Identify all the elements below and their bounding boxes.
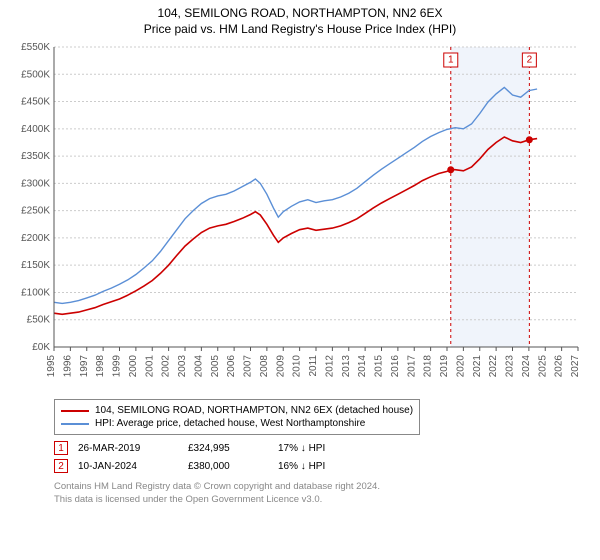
footnote-line-2: This data is licensed under the Open Gov… xyxy=(54,494,590,506)
svg-text:2016: 2016 xyxy=(390,355,401,378)
legend-row: HPI: Average price, detached house, West… xyxy=(61,417,413,430)
svg-text:2: 2 xyxy=(527,55,533,66)
svg-text:2022: 2022 xyxy=(488,355,499,378)
svg-text:2004: 2004 xyxy=(193,355,204,378)
svg-text:1997: 1997 xyxy=(79,355,90,378)
svg-text:£350K: £350K xyxy=(21,151,50,162)
transaction-price: £324,995 xyxy=(188,439,278,457)
chart-plot: £0K £50K £100K £150K £200K £250K £300K £350K £40… xyxy=(10,43,590,393)
svg-text:2001: 2001 xyxy=(144,355,155,378)
svg-text:2026: 2026 xyxy=(554,355,565,378)
svg-text:£300K: £300K xyxy=(21,179,50,190)
svg-text:2007: 2007 xyxy=(243,355,254,378)
svg-text:2014: 2014 xyxy=(357,355,368,378)
footnote: Contains HM Land Registry data © Crown c… xyxy=(54,481,590,506)
transaction-row: 1 26-MAR-2019£324,99517% ↓ HPI xyxy=(54,439,335,457)
svg-text:1995: 1995 xyxy=(46,355,57,378)
legend-label: HPI: Average price, detached house, West… xyxy=(95,417,365,430)
svg-text:2025: 2025 xyxy=(537,355,548,378)
svg-text:1: 1 xyxy=(448,55,454,66)
transaction-delta: 16% ↓ HPI xyxy=(278,457,335,475)
svg-text:£450K: £450K xyxy=(21,97,50,108)
svg-text:2005: 2005 xyxy=(210,355,221,378)
svg-text:2013: 2013 xyxy=(341,355,352,378)
title-line-2: Price paid vs. HM Land Registry's House … xyxy=(10,22,590,38)
svg-text:2024: 2024 xyxy=(521,355,532,378)
svg-text:2008: 2008 xyxy=(259,355,270,378)
svg-text:£0K: £0K xyxy=(32,342,50,353)
svg-text:2002: 2002 xyxy=(161,355,172,378)
svg-text:2009: 2009 xyxy=(275,355,286,378)
svg-text:1996: 1996 xyxy=(62,355,73,378)
svg-text:2006: 2006 xyxy=(226,355,237,378)
transaction-date: 26-MAR-2019 xyxy=(78,439,188,457)
transactions-table: 1 26-MAR-2019£324,99517% ↓ HPI 2 10-JAN-202… xyxy=(54,439,335,475)
transaction-row: 2 10-JAN-2024£380,00016% ↓ HPI xyxy=(54,457,335,475)
svg-text:2017: 2017 xyxy=(406,355,417,378)
transaction-date: 10-JAN-2024 xyxy=(78,457,188,475)
svg-text:2021: 2021 xyxy=(472,355,483,378)
line-chart-svg: £0K £50K £100K £150K £200K £250K £300K £350K £40… xyxy=(10,43,590,393)
svg-text:2015: 2015 xyxy=(374,355,385,378)
svg-text:£250K: £250K xyxy=(21,206,50,217)
svg-text:£500K: £500K xyxy=(21,69,50,80)
legend-row: 104, SEMILONG ROAD, NORTHAMPTON, NN2 6EX… xyxy=(61,404,413,417)
transaction-marker: 1 xyxy=(54,441,68,455)
chart-legend: 104, SEMILONG ROAD, NORTHAMPTON, NN2 6EX… xyxy=(54,399,420,435)
legend-label: 104, SEMILONG ROAD, NORTHAMPTON, NN2 6EX… xyxy=(95,404,413,417)
footnote-line-1: Contains HM Land Registry data © Crown c… xyxy=(54,481,590,493)
svg-text:£150K: £150K xyxy=(21,260,50,271)
legend-swatch xyxy=(61,410,89,412)
transaction-price: £380,000 xyxy=(188,457,278,475)
svg-text:£400K: £400K xyxy=(21,124,50,135)
transaction-delta: 17% ↓ HPI xyxy=(278,439,335,457)
chart-title: 104, SEMILONG ROAD, NORTHAMPTON, NN2 6EX… xyxy=(10,6,590,37)
svg-text:2027: 2027 xyxy=(570,355,581,378)
svg-text:£200K: £200K xyxy=(21,233,50,244)
svg-text:2023: 2023 xyxy=(505,355,516,378)
svg-text:2020: 2020 xyxy=(455,355,466,378)
svg-text:1998: 1998 xyxy=(95,355,106,378)
svg-text:2018: 2018 xyxy=(423,355,434,378)
svg-text:2012: 2012 xyxy=(324,355,335,378)
chart-container: 104, SEMILONG ROAD, NORTHAMPTON, NN2 6EX… xyxy=(0,0,600,560)
title-line-1: 104, SEMILONG ROAD, NORTHAMPTON, NN2 6EX xyxy=(10,6,590,22)
svg-text:1999: 1999 xyxy=(112,355,123,378)
legend-swatch xyxy=(61,423,89,425)
svg-text:2011: 2011 xyxy=(308,355,319,377)
transaction-marker: 2 xyxy=(54,459,68,473)
svg-text:2003: 2003 xyxy=(177,355,188,378)
svg-text:£50K: £50K xyxy=(27,315,51,326)
svg-text:£550K: £550K xyxy=(21,43,50,53)
svg-text:2010: 2010 xyxy=(292,355,303,378)
svg-text:2000: 2000 xyxy=(128,355,139,378)
svg-text:£100K: £100K xyxy=(21,288,50,299)
svg-text:2019: 2019 xyxy=(439,355,450,378)
